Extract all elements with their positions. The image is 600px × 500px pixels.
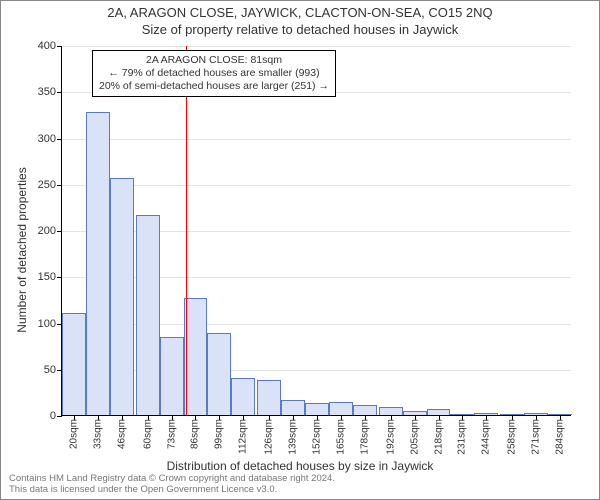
histogram-bar: [231, 378, 255, 415]
y-tick-mark: [57, 185, 62, 186]
annotation-line2: ← 79% of detached houses are smaller (99…: [99, 67, 329, 80]
x-tick-label: 139sqm: [288, 419, 299, 455]
grid-line: [62, 46, 571, 47]
x-tick-label: 46sqm: [116, 419, 127, 449]
footer: Contains HM Land Registry data © Crown c…: [9, 473, 335, 495]
chart-area: 05010015020025030035040020sqm33sqm46sqm6…: [61, 46, 571, 416]
x-tick-label: 73sqm: [166, 419, 177, 449]
x-tick-label: 192sqm: [385, 419, 396, 455]
x-tick-label: 284sqm: [555, 419, 566, 455]
grid-line: [62, 139, 571, 140]
y-tick-label: 200: [38, 225, 56, 237]
plot-area: 05010015020025030035040020sqm33sqm46sqm6…: [61, 46, 571, 416]
histogram-bar: [305, 403, 329, 415]
histogram-bar: [257, 380, 281, 415]
x-tick-label: 86sqm: [190, 419, 201, 449]
y-tick-label: 0: [50, 410, 56, 422]
y-tick-label: 350: [38, 86, 56, 98]
x-tick-label: 152sqm: [312, 419, 323, 455]
page: 2A, ARAGON CLOSE, JAYWICK, CLACTON-ON-SE…: [0, 0, 600, 500]
x-axis-label: Distribution of detached houses by size …: [167, 459, 434, 473]
y-tick-label: 150: [38, 271, 56, 283]
x-tick-label: 126sqm: [264, 419, 275, 455]
y-tick-label: 400: [38, 40, 56, 52]
x-tick-label: 271sqm: [531, 419, 542, 455]
y-tick-label: 100: [38, 318, 56, 330]
x-tick-label: 99sqm: [214, 419, 225, 449]
x-tick-label: 60sqm: [142, 419, 153, 449]
x-tick-label: 165sqm: [335, 419, 346, 455]
histogram-bar: [136, 215, 160, 415]
histogram-bar: [62, 313, 86, 415]
y-tick-label: 250: [38, 179, 56, 191]
grid-line: [62, 185, 571, 186]
histogram-bar: [86, 112, 110, 415]
y-tick-label: 50: [44, 364, 56, 376]
footer-line2: This data is licensed under the Open Gov…: [9, 484, 335, 495]
histogram-bar: [207, 333, 231, 415]
x-tick-label: 112sqm: [238, 419, 249, 454]
histogram-bar: [379, 407, 403, 415]
x-tick-label: 205sqm: [409, 419, 420, 455]
y-tick-mark: [57, 231, 62, 232]
y-tick-label: 300: [38, 133, 56, 145]
y-tick-mark: [57, 46, 62, 47]
y-tick-mark: [57, 139, 62, 140]
x-tick-label: 20sqm: [68, 419, 79, 449]
chart-title-line2: Size of property relative to detached ho…: [1, 22, 599, 37]
x-tick-label: 178sqm: [359, 419, 370, 455]
x-tick-label: 244sqm: [481, 419, 492, 455]
footer-line1: Contains HM Land Registry data © Crown c…: [9, 473, 335, 484]
annotation-line1: 2A ARAGON CLOSE: 81sqm: [99, 54, 329, 67]
annotation-box: 2A ARAGON CLOSE: 81sqm← 79% of detached …: [92, 50, 336, 97]
histogram-bar: [160, 337, 184, 415]
x-tick-label: 258sqm: [507, 419, 518, 455]
histogram-bar: [329, 402, 353, 415]
reference-line: [186, 46, 187, 415]
y-tick-mark: [57, 416, 62, 417]
y-tick-mark: [57, 92, 62, 93]
y-tick-mark: [57, 277, 62, 278]
histogram-bar: [110, 178, 134, 415]
histogram-bar: [353, 405, 377, 415]
x-tick-label: 33sqm: [92, 419, 103, 449]
histogram-bar: [281, 400, 305, 415]
y-axis-label: Number of detached properties: [15, 167, 29, 332]
x-tick-label: 218sqm: [433, 419, 444, 455]
chart-title-line1: 2A, ARAGON CLOSE, JAYWICK, CLACTON-ON-SE…: [1, 5, 599, 20]
annotation-line3: 20% of semi-detached houses are larger (…: [99, 80, 329, 93]
x-tick-label: 231sqm: [457, 419, 468, 455]
